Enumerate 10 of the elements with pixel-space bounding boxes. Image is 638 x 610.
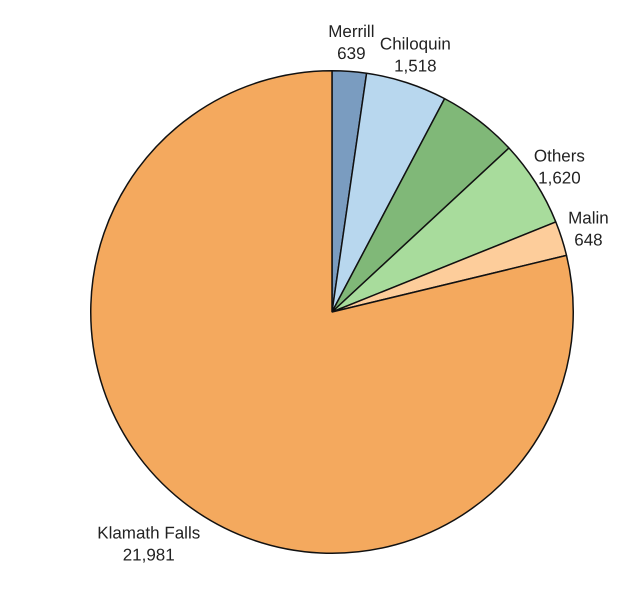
data-label: 648 [574,230,603,250]
data-label: 21,981 [122,545,175,564]
slice-label: Klamath Falls [97,523,200,542]
slice-label: Merrill [328,22,374,42]
data-label: 639 [337,44,366,64]
data-label: 1,518 [394,56,437,76]
slice-label: Others [534,146,585,166]
slice-label: Malin [568,208,609,228]
data-label: 1,620 [538,168,581,188]
slice-label: Chiloquin [380,34,451,54]
